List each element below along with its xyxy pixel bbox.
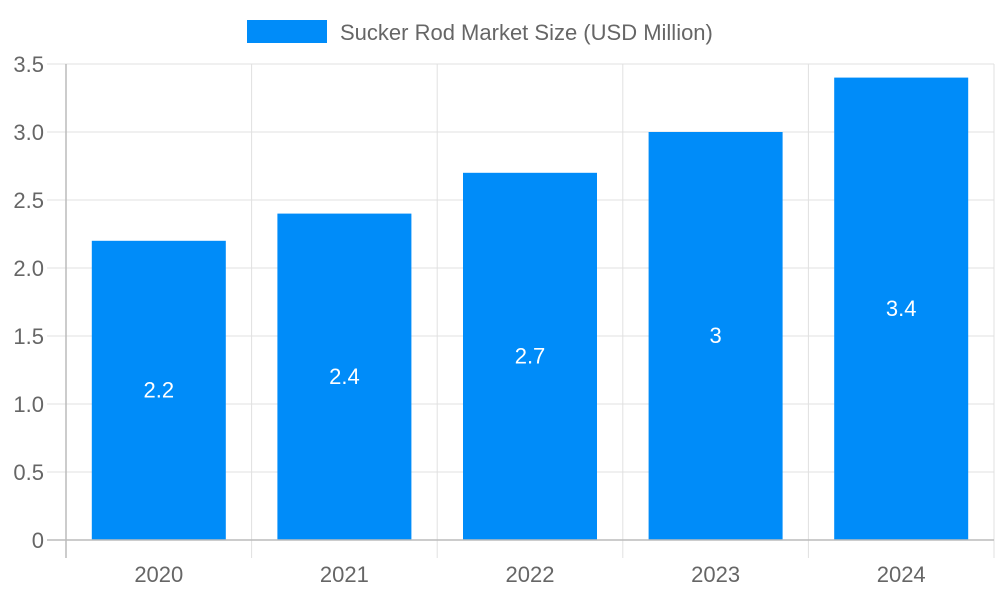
data-label: 3.4 (886, 296, 917, 321)
x-tick-label: 2024 (877, 562, 926, 587)
bars: 2.2 2.4 2.7 3 3.4 (91, 77, 969, 541)
y-tick-label: 2.5 (13, 188, 44, 213)
y-tick-label: 0 (32, 528, 44, 553)
y-tick-label: 3.0 (13, 120, 44, 145)
y-tick-label: 3.5 (13, 52, 44, 77)
legend-swatch (247, 20, 327, 43)
x-tick-label: 2023 (691, 562, 740, 587)
legend-label: Sucker Rod Market Size (USD Million) (340, 20, 713, 45)
bar-2020[interactable] (91, 240, 226, 541)
data-label: 2.2 (144, 377, 175, 402)
y-tick-label: 1.0 (13, 392, 44, 417)
x-tick-label: 2022 (506, 562, 555, 587)
data-label: 2.7 (515, 343, 546, 368)
x-tick-label: 2020 (134, 562, 183, 587)
bar-2022[interactable] (463, 172, 597, 541)
x-tick-label: 2021 (320, 562, 369, 587)
data-label: 3 (709, 323, 721, 348)
y-tick-label: 1.5 (13, 324, 44, 349)
axes: 0 0.5 1.0 1.5 2.0 2.5 3.0 3.5 2020 2021 2022 2023 20… (13, 52, 994, 587)
y-tick-label: 0.5 (13, 460, 44, 485)
bar-2024[interactable] (834, 77, 969, 540)
y-tick-label: 2.0 (13, 256, 44, 281)
data-label: 2.4 (329, 364, 360, 389)
bar-2023[interactable] (648, 132, 783, 540)
bar-2021[interactable] (277, 213, 412, 540)
legend[interactable]: Sucker Rod Market Size (USD Million) (247, 20, 713, 45)
